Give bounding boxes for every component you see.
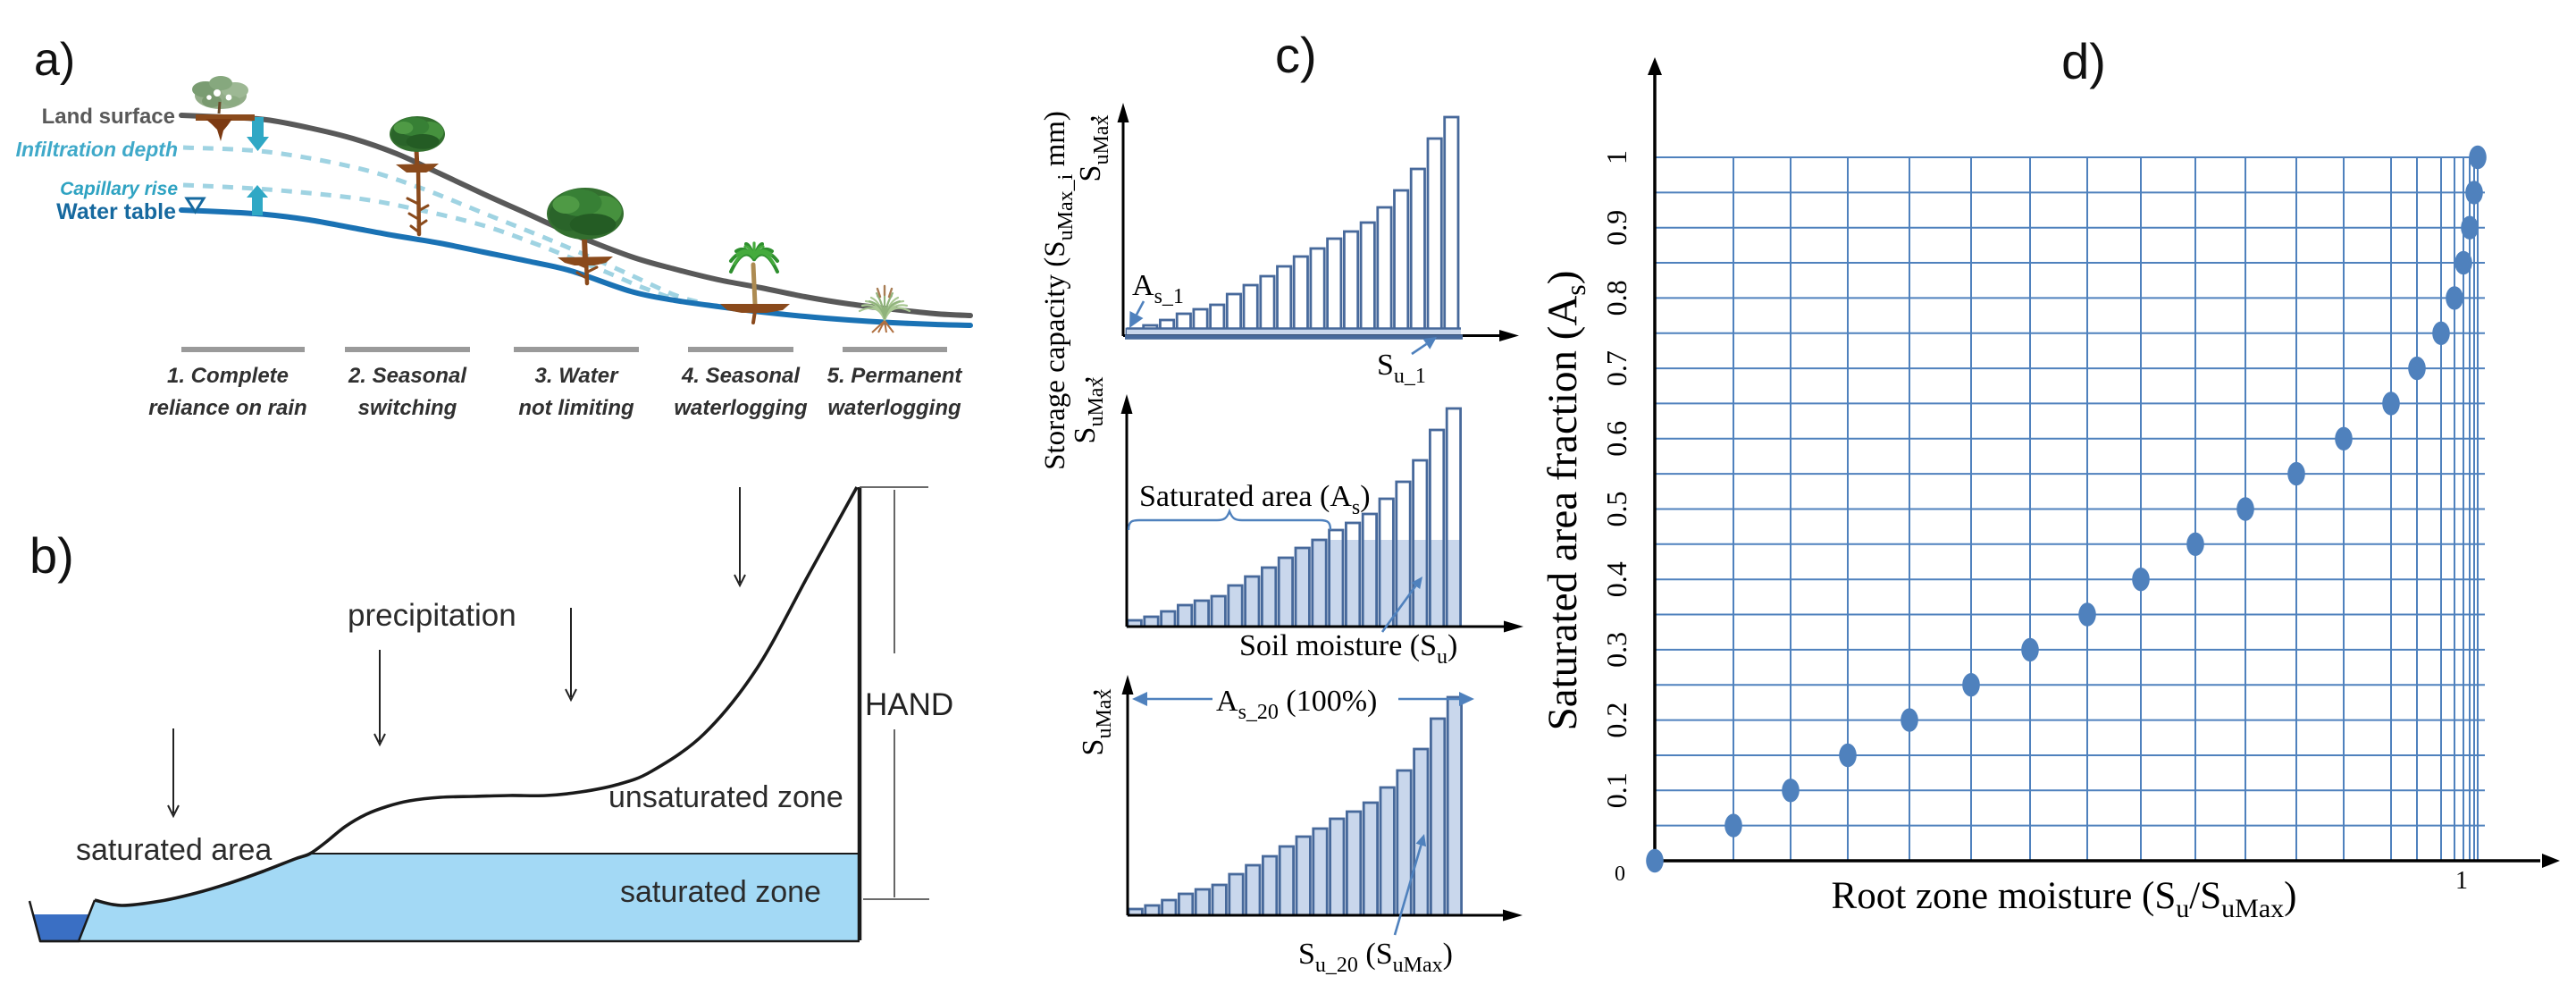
svg-text:SuMax: SuMax	[1077, 689, 1116, 756]
svg-text:0.2: 0.2	[1600, 703, 1632, 738]
svg-text:waterlogging: waterlogging	[674, 396, 808, 420]
svg-text:a): a)	[34, 34, 75, 86]
svg-text:0.4: 0.4	[1600, 561, 1632, 597]
svg-text:not limiting: not limiting	[518, 396, 634, 420]
svg-text:’: ’	[1079, 375, 1112, 384]
svg-text:Root zone moisture (Su/SuMax): Root zone moisture (Su/SuMax)	[1832, 875, 2297, 923]
svg-text:saturated area: saturated area	[76, 833, 272, 867]
svg-text:unsaturated zone: unsaturated zone	[608, 780, 843, 814]
svg-text:0.9: 0.9	[1600, 210, 1632, 246]
svg-text:Storage capacity (SuMax_i mm): Storage capacity (SuMax_i mm)	[1039, 111, 1078, 470]
svg-text:0.6: 0.6	[1600, 421, 1632, 457]
svg-text:0: 0	[1615, 863, 1625, 886]
svg-text:d): d)	[2061, 33, 2106, 89]
svg-text:precipitation: precipitation	[348, 598, 516, 633]
svg-text:saturated zone: saturated zone	[620, 875, 821, 909]
svg-text:b): b)	[29, 527, 74, 584]
svg-text:’: ’	[1087, 687, 1120, 697]
svg-text:switching: switching	[358, 396, 457, 420]
svg-text:Saturated area fraction (As): Saturated area fraction (As)	[1540, 271, 1591, 731]
svg-text:4. Seasonal: 4. Seasonal	[681, 364, 801, 388]
svg-text:Land surface: Land surface	[42, 105, 175, 129]
svg-text:0.8: 0.8	[1600, 280, 1632, 316]
svg-text:Water table: Water table	[56, 199, 176, 224]
svg-text:Infiltration depth: Infiltration depth	[16, 138, 178, 161]
svg-text:Soil moisture (Su): Soil moisture (Su)	[1239, 629, 1457, 669]
svg-text:0.7: 0.7	[1600, 350, 1632, 386]
svg-text:2. Seasonal: 2. Seasonal	[348, 364, 467, 388]
svg-text:0.5: 0.5	[1600, 492, 1632, 527]
svg-text:c): c)	[1275, 27, 1317, 83]
svg-text:0.3: 0.3	[1600, 632, 1632, 668]
svg-text:1. Complete: 1. Complete	[167, 364, 289, 388]
svg-text:5. Permanent: 5. Permanent	[827, 364, 963, 388]
svg-text:waterlogging: waterlogging	[827, 396, 961, 420]
svg-text:’: ’	[1085, 114, 1118, 123]
svg-text:reliance on rain: reliance on rain	[148, 396, 306, 420]
svg-text:1: 1	[1600, 150, 1632, 164]
svg-text:HAND: HAND	[865, 687, 953, 722]
svg-text:1: 1	[2455, 867, 2468, 895]
svg-text:Saturated area (As): Saturated area (As)	[1139, 480, 1371, 519]
svg-text:0.1: 0.1	[1600, 772, 1632, 808]
svg-text:3. Water: 3. Water	[535, 364, 620, 388]
svg-text:Capillary rise: Capillary rise	[60, 179, 178, 199]
